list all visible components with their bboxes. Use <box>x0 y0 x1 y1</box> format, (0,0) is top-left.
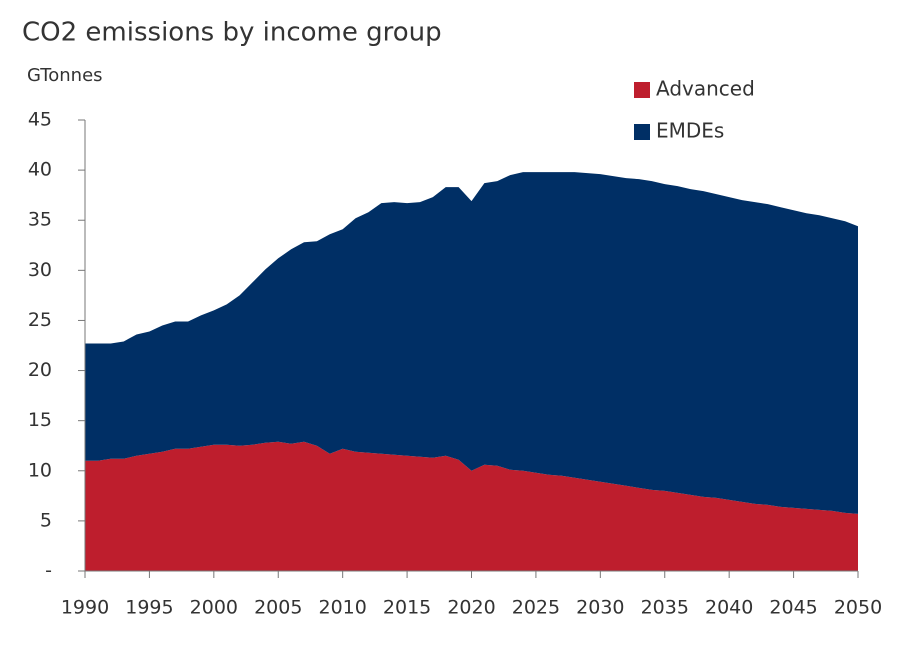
y-tick-label: 25 <box>28 309 52 331</box>
x-tick-label: 2025 <box>512 597 560 619</box>
x-tick-label: 2010 <box>318 597 366 619</box>
x-tick-label: 2015 <box>383 597 431 619</box>
area <box>85 172 858 514</box>
legend-swatch <box>634 124 650 140</box>
x-tick-label: 1990 <box>61 597 109 619</box>
x-tick-label: 1995 <box>125 597 173 619</box>
y-axis-label: GTonnes <box>27 65 103 86</box>
area <box>85 441 858 571</box>
legend-swatch <box>634 82 650 98</box>
x-tick-label: 2005 <box>254 597 302 619</box>
legend-label: Advanced <box>656 77 755 101</box>
x-tick-label: 2035 <box>641 597 689 619</box>
x-tick-label: 2050 <box>834 597 882 619</box>
x-tick-label: 2030 <box>576 597 624 619</box>
x-tick-label: 2045 <box>769 597 817 619</box>
x-tick-label: 2040 <box>705 597 753 619</box>
y-tick-label: 15 <box>28 409 52 431</box>
y-tick-label: 5 <box>40 509 52 531</box>
y-tick-label: 30 <box>28 259 52 281</box>
x-tick-label: 2020 <box>447 597 495 619</box>
y-tick-label: 40 <box>28 159 52 181</box>
legend-label: EMDEs <box>656 119 724 143</box>
y-tick-label: 10 <box>28 459 52 481</box>
y-tick-label: 35 <box>28 209 52 231</box>
y-tick-label: 45 <box>28 109 52 131</box>
y-tick-label: 20 <box>28 359 52 381</box>
x-tick-label: 2000 <box>190 597 238 619</box>
y-tick-label: - <box>45 560 52 582</box>
chart-title: CO2 emissions by income group <box>22 18 442 48</box>
